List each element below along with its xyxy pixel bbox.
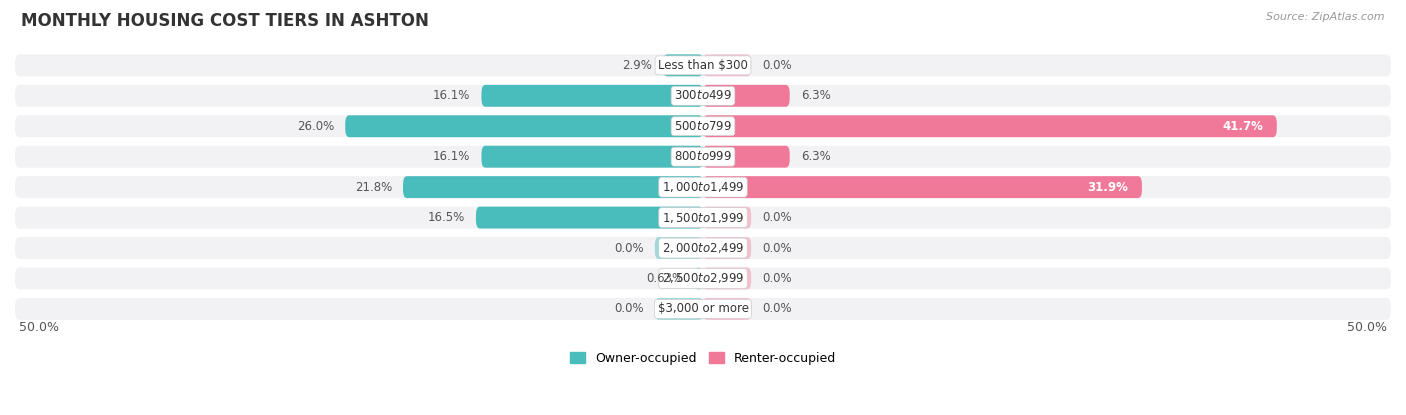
Text: 0.0%: 0.0% (762, 242, 792, 254)
FancyBboxPatch shape (15, 176, 1391, 198)
FancyBboxPatch shape (15, 146, 1391, 168)
FancyBboxPatch shape (346, 115, 703, 137)
FancyBboxPatch shape (481, 146, 703, 168)
FancyBboxPatch shape (15, 268, 1391, 289)
FancyBboxPatch shape (477, 207, 703, 229)
Text: 0.0%: 0.0% (614, 303, 644, 315)
Text: 41.7%: 41.7% (1222, 120, 1263, 133)
FancyBboxPatch shape (404, 176, 703, 198)
Text: $500 to $799: $500 to $799 (673, 120, 733, 133)
Text: Source: ZipAtlas.com: Source: ZipAtlas.com (1267, 12, 1385, 22)
Text: $2,500 to $2,999: $2,500 to $2,999 (662, 271, 744, 286)
Text: $300 to $499: $300 to $499 (673, 89, 733, 103)
Text: MONTHLY HOUSING COST TIERS IN ASHTON: MONTHLY HOUSING COST TIERS IN ASHTON (21, 12, 429, 30)
Text: 0.0%: 0.0% (762, 272, 792, 285)
FancyBboxPatch shape (703, 237, 751, 259)
Text: 0.63%: 0.63% (647, 272, 683, 285)
Text: $800 to $999: $800 to $999 (673, 150, 733, 163)
Text: 6.3%: 6.3% (800, 89, 831, 103)
FancyBboxPatch shape (695, 268, 703, 289)
Text: 2.9%: 2.9% (623, 59, 652, 72)
FancyBboxPatch shape (481, 85, 703, 107)
FancyBboxPatch shape (703, 115, 1277, 137)
FancyBboxPatch shape (15, 115, 1391, 137)
Text: 16.5%: 16.5% (427, 211, 465, 224)
FancyBboxPatch shape (15, 207, 1391, 229)
FancyBboxPatch shape (15, 237, 1391, 259)
FancyBboxPatch shape (703, 146, 790, 168)
FancyBboxPatch shape (15, 298, 1391, 320)
Text: 0.0%: 0.0% (614, 242, 644, 254)
Text: $3,000 or more: $3,000 or more (658, 303, 748, 315)
Text: 31.9%: 31.9% (1087, 181, 1128, 194)
Text: 0.0%: 0.0% (762, 59, 792, 72)
FancyBboxPatch shape (655, 237, 703, 259)
Text: $2,000 to $2,499: $2,000 to $2,499 (662, 241, 744, 255)
Text: $1,500 to $1,999: $1,500 to $1,999 (662, 210, 744, 225)
FancyBboxPatch shape (15, 54, 1391, 76)
Text: 16.1%: 16.1% (433, 150, 471, 163)
Text: 0.0%: 0.0% (762, 303, 792, 315)
FancyBboxPatch shape (703, 268, 751, 289)
FancyBboxPatch shape (664, 54, 703, 76)
FancyBboxPatch shape (703, 207, 751, 229)
Text: 0.0%: 0.0% (762, 211, 792, 224)
Text: Less than $300: Less than $300 (658, 59, 748, 72)
FancyBboxPatch shape (703, 54, 751, 76)
FancyBboxPatch shape (703, 298, 751, 320)
Text: 16.1%: 16.1% (433, 89, 471, 103)
Text: 50.0%: 50.0% (20, 321, 59, 334)
FancyBboxPatch shape (655, 298, 703, 320)
Legend: Owner-occupied, Renter-occupied: Owner-occupied, Renter-occupied (565, 347, 841, 370)
FancyBboxPatch shape (15, 85, 1391, 107)
FancyBboxPatch shape (703, 85, 790, 107)
Text: 50.0%: 50.0% (1347, 321, 1386, 334)
FancyBboxPatch shape (703, 176, 1142, 198)
Text: 21.8%: 21.8% (354, 181, 392, 194)
Text: 6.3%: 6.3% (800, 150, 831, 163)
Text: $1,000 to $1,499: $1,000 to $1,499 (662, 180, 744, 194)
Text: 26.0%: 26.0% (297, 120, 335, 133)
